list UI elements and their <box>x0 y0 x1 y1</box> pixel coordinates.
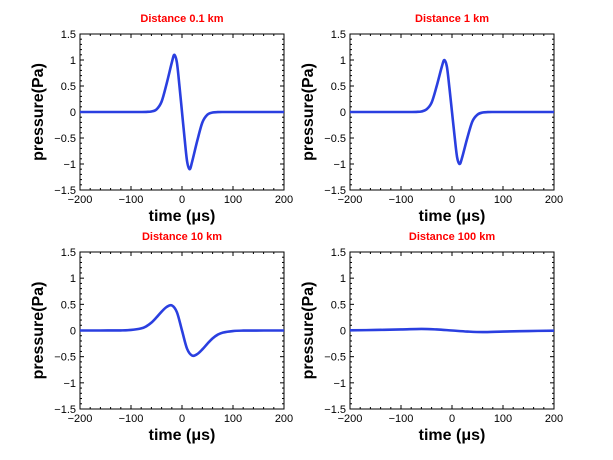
x-tick-label: −100 <box>389 194 414 206</box>
y-tick-label: 1.5 <box>331 247 346 259</box>
y-axis-label: pressure(Pa) <box>30 63 47 161</box>
x-tick-label: 200 <box>275 413 293 425</box>
series-line-pressure <box>79 303 285 358</box>
x-tick-label: −100 <box>119 194 144 206</box>
y-tick-label: 0.5 <box>331 299 346 311</box>
y-tick-label: 0 <box>340 326 346 338</box>
y-tick-label: 0 <box>340 107 346 119</box>
x-tick-label: 0 <box>449 413 455 425</box>
y-tick-label: −0.5 <box>54 352 76 364</box>
y-tick-label: 1.5 <box>331 29 346 41</box>
chart-title: Distance 1 km <box>415 13 489 25</box>
chart-panel-3: Distance 10 km −200 −100 0 100 200 −1.5 −1 −0.5 0… <box>30 231 293 444</box>
x-axis-label: time (μs) <box>419 208 486 225</box>
y-tick-label: 1 <box>70 273 76 285</box>
x-tick-label: −100 <box>389 413 414 425</box>
y-tick-label: 0.5 <box>61 81 76 93</box>
x-tick-label: 0 <box>179 413 185 425</box>
y-tick-label: −1.5 <box>54 404 76 416</box>
y-tick-label: −1 <box>63 159 76 171</box>
x-tick-label: 100 <box>494 413 512 425</box>
x-tick-label: −200 <box>338 413 363 425</box>
y-tick-label: −1 <box>333 378 346 390</box>
series-line-pressure <box>349 327 555 334</box>
y-tick-label: −0.5 <box>324 352 346 364</box>
x-axis-label: time (μs) <box>149 427 216 444</box>
y-tick-label: 1.5 <box>61 29 76 41</box>
y-tick-label: 0.5 <box>61 299 76 311</box>
x-tick-label: 200 <box>275 194 293 206</box>
y-tick-label: −0.5 <box>54 133 76 145</box>
y-tick-label: 0 <box>70 107 76 119</box>
x-tick-label: 100 <box>224 194 242 206</box>
y-tick-label: 1 <box>70 55 76 67</box>
x-tick-label: 100 <box>224 413 242 425</box>
x-axis-label: time (μs) <box>149 208 216 225</box>
y-axis-label: pressure(Pa) <box>300 282 317 380</box>
y-axis-label: pressure(Pa) <box>30 282 47 380</box>
y-tick-label: 1.5 <box>61 247 76 259</box>
y-axis-label: pressure(Pa) <box>300 63 317 161</box>
x-tick-label: −200 <box>68 413 93 425</box>
y-tick-label: −0.5 <box>324 133 346 145</box>
x-tick-label: −100 <box>119 413 144 425</box>
x-tick-label: 0 <box>179 194 185 206</box>
x-tick-label: −200 <box>338 194 363 206</box>
chart-title: Distance 100 km <box>409 231 495 243</box>
chart-panel-1: Distance 0.1 km −200 −100 0 100 200 −1.5 −1 −0.5… <box>30 13 293 225</box>
series-line-pressure <box>350 58 554 166</box>
y-tick-label: −1.5 <box>324 185 346 197</box>
chart-title: Distance 0.1 km <box>140 13 223 25</box>
y-tick-label: −1.5 <box>324 404 346 416</box>
y-tick-label: 1 <box>340 273 346 285</box>
x-tick-label: 100 <box>494 194 512 206</box>
y-tick-label: −1.5 <box>54 185 76 197</box>
chart-panel-2: Distance 1 km −200 −100 0 100 200 −1.5 −1 −0.5 0 0… <box>300 13 563 225</box>
chart-panel-4: Distance 100 km −200 −100 0 100 200 −1.5 −1 −0.5… <box>300 231 563 444</box>
y-tick-label: −1 <box>333 159 346 171</box>
x-tick-label: 200 <box>545 413 563 425</box>
y-tick-label: 0.5 <box>331 81 346 93</box>
series-line-pressure <box>80 53 284 171</box>
y-tick-label: −1 <box>63 378 76 390</box>
y-tick-label: 1 <box>340 55 346 67</box>
y-tick-label: 0 <box>70 326 76 338</box>
x-tick-label: 200 <box>545 194 563 206</box>
x-tick-label: 0 <box>449 194 455 206</box>
chart-title: Distance 10 km <box>142 231 222 243</box>
x-axis-label: time (μs) <box>419 427 486 444</box>
x-tick-label: −200 <box>68 194 93 206</box>
